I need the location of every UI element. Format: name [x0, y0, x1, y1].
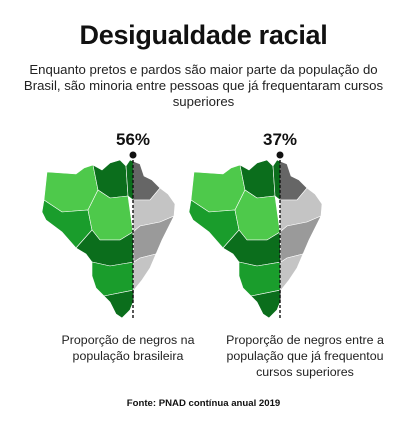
caption-population: Proporção de negros na população brasile… — [61, 333, 195, 363]
map-right-marker-dot — [276, 151, 284, 159]
map-left — [41, 151, 176, 319]
map-left-gray-part — [133, 160, 176, 304]
map-left-region-green-8 — [91, 261, 133, 297]
map-right-region-gray-8 — [280, 253, 304, 291]
map-right — [188, 151, 323, 319]
map-right-region-green-6 — [222, 229, 280, 267]
map-right-region-green-8 — [238, 261, 280, 297]
map-right-gray-part — [280, 160, 323, 304]
chart-title: Desigualdade racial — [79, 20, 328, 50]
map-right-region-green-0 — [190, 164, 246, 213]
caption-higher-education: Proporção de negros entre a população qu… — [226, 333, 384, 379]
map-right-region-green-4 — [272, 159, 280, 201]
map-right-region-green-9 — [250, 289, 280, 319]
map-left-region-green-0 — [43, 164, 99, 213]
map-left-region-gray-8 — [133, 253, 157, 291]
percent-label-population: 56% — [115, 130, 151, 149]
map-right-green-part — [188, 159, 280, 319]
source-note: Fonte: PNAD contínua anual 2019 — [126, 398, 281, 409]
map-left-marker-dot — [129, 151, 137, 159]
map-left-region-green-4 — [125, 159, 133, 201]
map-left-region-green-9 — [103, 289, 133, 319]
map-left-green-part — [41, 159, 133, 319]
chart-subtitle: Enquanto pretos e pardos são maior parte… — [23, 62, 384, 109]
percent-label-higher-education: 37% — [262, 130, 298, 149]
map-left-region-green-6 — [75, 229, 133, 267]
